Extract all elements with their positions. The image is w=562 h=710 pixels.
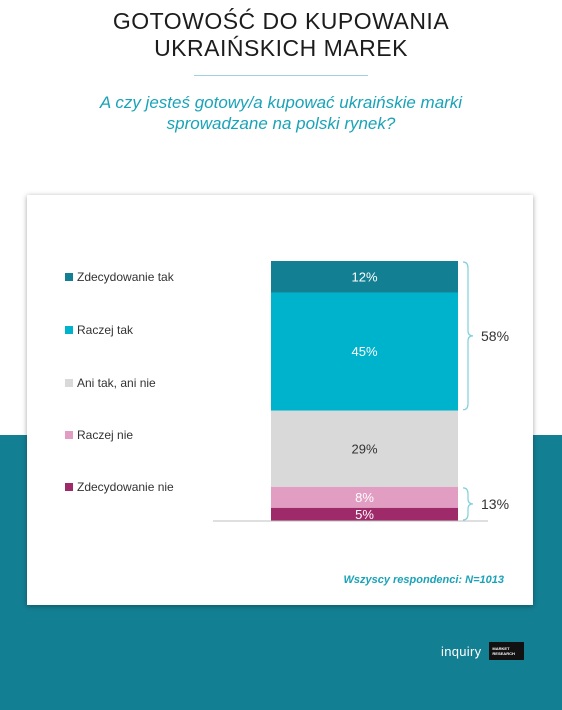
group-brace-1 (462, 261, 474, 411)
legend-label-zdecydowanie-nie: Zdecydowanie nie (77, 480, 174, 494)
bar-segment-zdecydowanie-nie (271, 507, 458, 521)
page-title: GOTOWOŚĆ DO KUPOWANIA UKRAIŃSKICH MAREK (0, 8, 562, 62)
legend-swatch-raczej-tak (65, 326, 73, 334)
legend-label-raczej-nie: Raczej nie (77, 428, 133, 442)
legend-label-zdecydowanie-tak: Zdecydowanie tak (77, 270, 175, 284)
legend-swatch-ani-tak-ani-nie (65, 379, 73, 387)
survey-question: A czy jesteś gotowy/a kupować ukraińskie… (40, 92, 522, 134)
legend-label-raczej-tak: Raczej tak (77, 323, 134, 337)
title-line-1: GOTOWOŚĆ DO KUPOWANIA (112, 8, 450, 34)
chart-card: 12% 45% 29% 8% 5% Zdecydowanie tak Raczej tak A… (27, 195, 533, 605)
group-total-label-1: 58% (481, 328, 509, 344)
brand-badge-line-2: RESEARCH (492, 651, 515, 656)
legend-swatch-raczej-nie (65, 431, 73, 439)
group-total-label-2: 13% (481, 496, 509, 512)
title-divider (194, 75, 368, 76)
bar-segment-raczej-tak (271, 292, 458, 411)
group-brace-2 (462, 487, 474, 521)
data-label-ani-tak-ani-nie: 29% (351, 441, 377, 456)
bar-segment-zdecydowanie-tak (271, 261, 458, 293)
data-label-zdecydowanie-nie: 5% (355, 507, 374, 522)
bar-segment-ani-tak-ani-nie (271, 410, 458, 487)
brand-logo: inquiry MARKET RESEARCH (441, 642, 525, 660)
brand-badge-line-1: MARKET (492, 646, 510, 651)
brand-name: inquiry (441, 643, 482, 659)
stacked-bar-chart: 12% 45% 29% 8% 5% Zdecydowanie tak Raczej tak A… (65, 261, 509, 522)
legend-swatch-zdecydowanie-tak (65, 273, 73, 281)
data-label-raczej-nie: 8% (355, 490, 374, 505)
data-label-raczej-tak: 45% (351, 344, 377, 359)
legend-swatch-zdecydowanie-nie (65, 483, 73, 491)
question-line-1: A czy jesteś gotowy/a kupować ukraińskie… (99, 93, 463, 112)
bar-segment-raczej-nie (271, 486, 458, 508)
brand-badge: MARKET RESEARCH (489, 642, 525, 660)
data-label-zdecydowanie-tak: 12% (351, 269, 377, 284)
question-line-2: sprowadzane na polski rynek? (166, 114, 396, 133)
title-line-2: UKRAIŃSKICH MAREK (154, 35, 408, 61)
legend-label-ani-tak-ani-nie: Ani tak, ani nie (77, 376, 156, 390)
sample-footnote: Wszyscy respondenci: N=1013 (343, 574, 505, 586)
